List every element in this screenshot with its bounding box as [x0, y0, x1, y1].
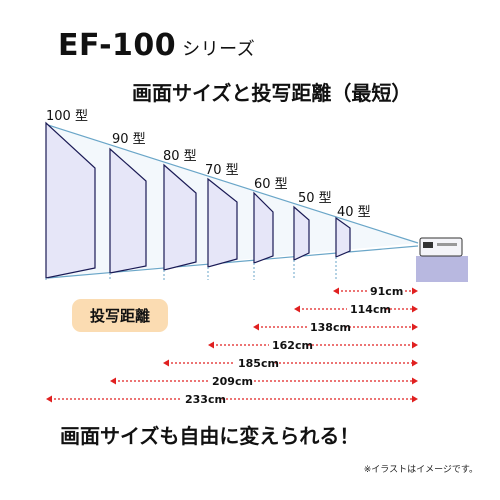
- size-label-7: 40 型: [337, 205, 371, 220]
- size-label-1: 100 型: [46, 109, 88, 124]
- arrowhead-left-6: [110, 377, 116, 385]
- arrowhead-right-1: [412, 287, 418, 295]
- arrowhead-right-2: [412, 305, 418, 313]
- screen-2: [109, 147, 147, 274]
- platform: [416, 256, 468, 282]
- arrowhead-left-1: [333, 287, 339, 295]
- arrowhead-right-5: [412, 359, 418, 367]
- screen-5: [253, 191, 274, 264]
- arrowhead-left-4: [208, 341, 214, 349]
- distance-label-bg-6: [209, 373, 247, 388]
- arrowhead-right-3: [412, 323, 418, 331]
- page-title: EF-100 シリーズ: [58, 28, 255, 63]
- beam-top-line: [47, 124, 419, 244]
- screen-4: [207, 177, 238, 268]
- distance-label-bg-7: [182, 391, 220, 406]
- arrowhead-left-3: [253, 323, 259, 331]
- distance-label-5: 185cm: [238, 357, 279, 370]
- model-name: EF-100: [58, 28, 177, 63]
- screen-6: [293, 205, 310, 261]
- size-label-2: 90 型: [112, 132, 146, 147]
- distance-arrows: 91cm 114cm 138cm 162cm 185cm 209cm 233cm: [46, 283, 418, 406]
- screen-7: [335, 216, 351, 258]
- distance-label-7: 233cm: [185, 393, 226, 406]
- distance-label-bg-4: [269, 337, 307, 352]
- arrowhead-right-6: [412, 377, 418, 385]
- distance-label-bg-1: [367, 283, 405, 298]
- arrowhead-left-7: [46, 395, 52, 403]
- screen-3: [163, 163, 197, 271]
- projector-icon: [419, 237, 463, 257]
- size-labels: 100 型 90 型 80 型 70 型 60 型 50 型 40 型: [46, 109, 371, 220]
- throw-distance-badge: 投写距離: [72, 299, 168, 332]
- distance-label-2: 114cm: [350, 303, 391, 316]
- distance-label-bg-5: [235, 355, 273, 370]
- tagline: 画面サイズも自由に変えられる！: [60, 424, 360, 448]
- arrowhead-right-4: [412, 341, 418, 349]
- size-label-4: 70 型: [205, 163, 239, 178]
- distance-label-3: 138cm: [310, 321, 351, 334]
- illustration-note: ※イラストはイメージです。: [363, 465, 478, 475]
- series-suffix: シリーズ: [182, 39, 256, 60]
- distance-label-bg-3: [307, 319, 345, 334]
- screen-1: [45, 121, 96, 279]
- arrowhead-left-2: [294, 305, 300, 313]
- page-subtitle: 画面サイズと投写距離（最短）: [132, 81, 412, 105]
- size-label-3: 80 型: [163, 149, 197, 164]
- distance-label-1: 91cm: [370, 285, 403, 298]
- distance-label-4: 162cm: [272, 339, 313, 352]
- arrowhead-left-5: [163, 359, 169, 367]
- size-label-6: 50 型: [298, 191, 332, 206]
- size-label-5: 60 型: [254, 177, 288, 192]
- distance-label-6: 209cm: [212, 375, 253, 388]
- distance-label-bg-2: [347, 301, 385, 316]
- screens: [45, 121, 351, 280]
- arrowhead-right-7: [412, 395, 418, 403]
